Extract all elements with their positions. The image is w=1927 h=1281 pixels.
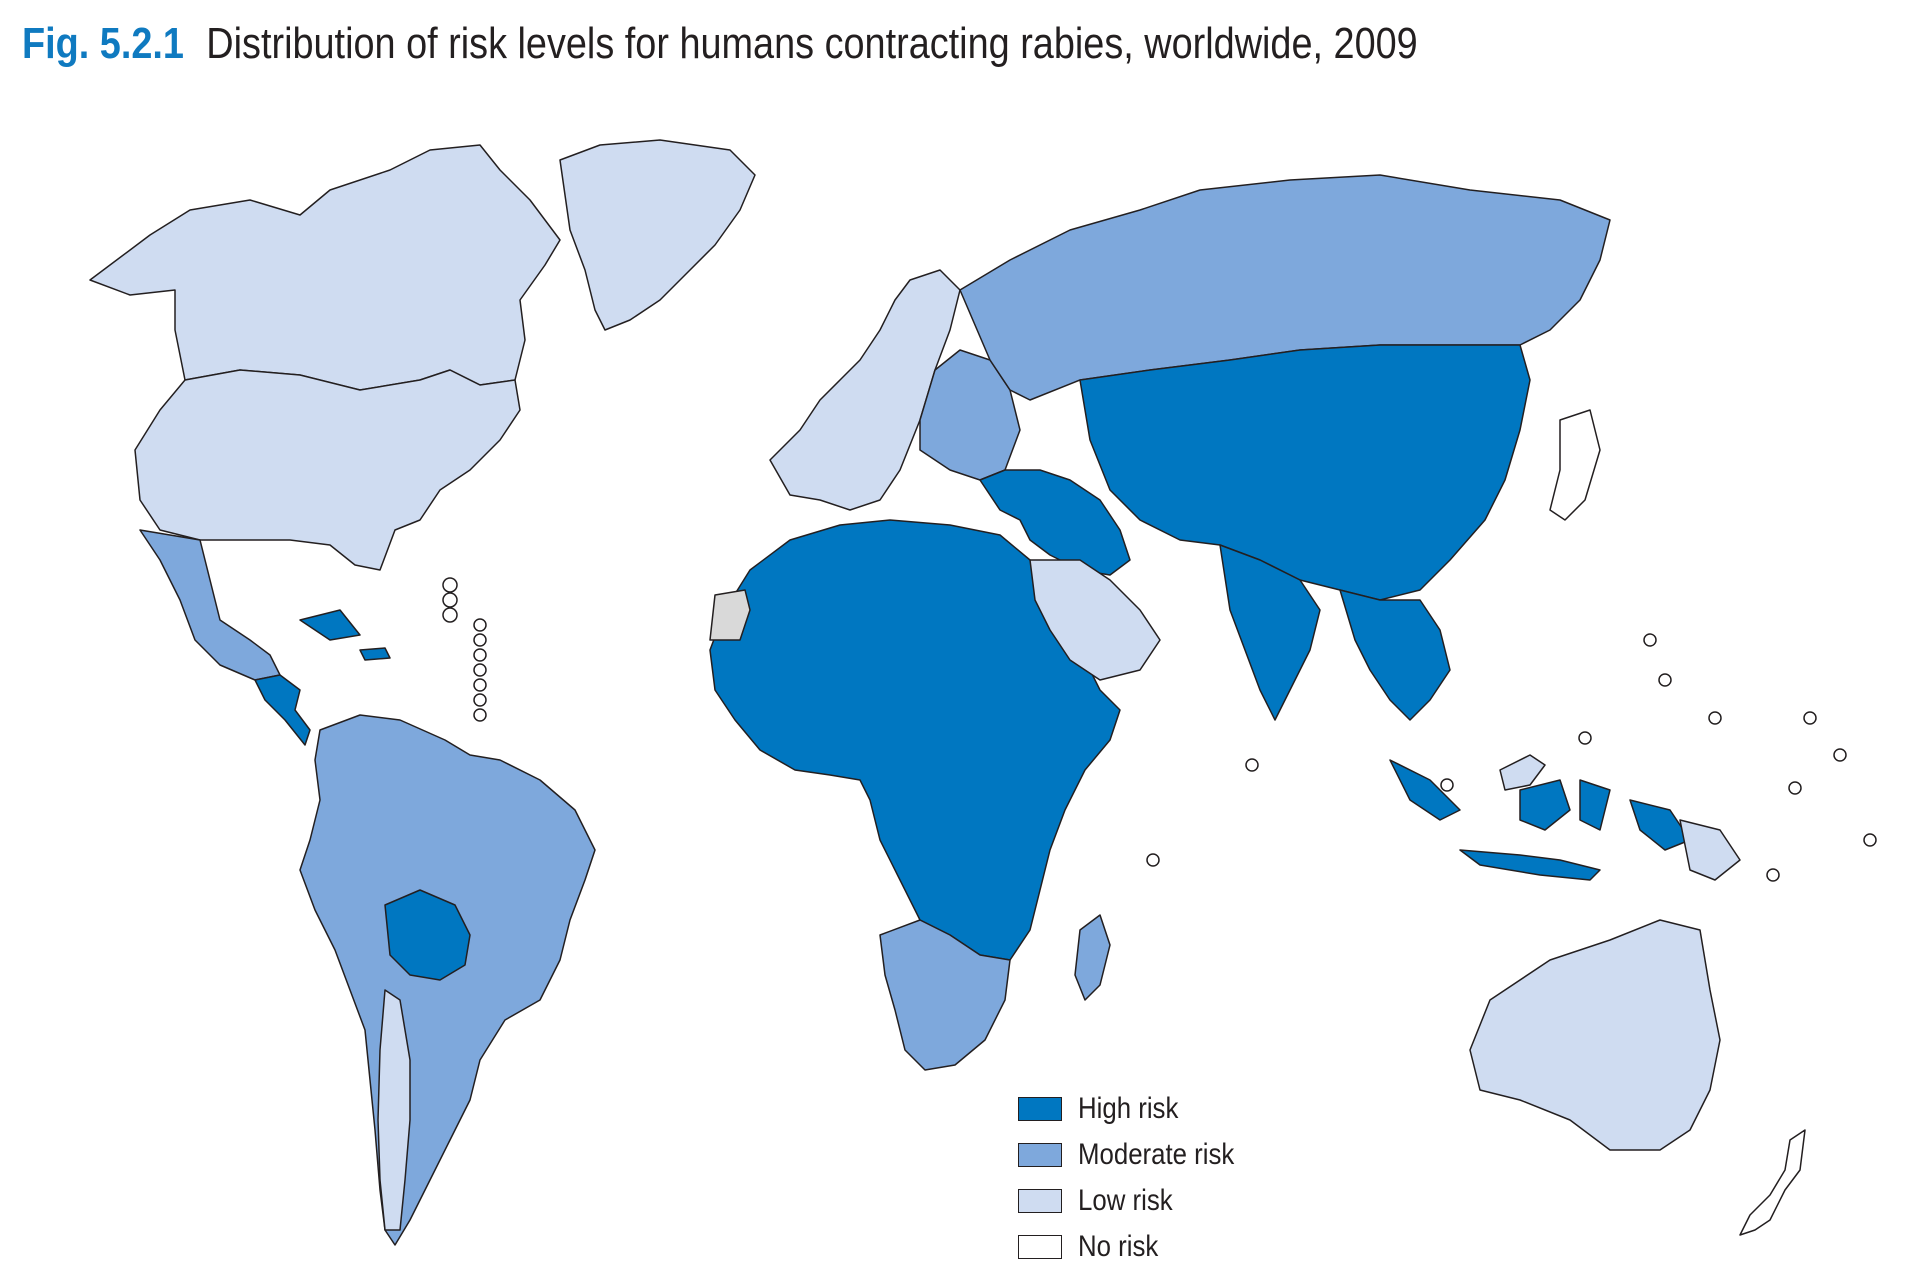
island-marker (1803, 711, 1817, 725)
island-marker (473, 678, 487, 692)
island-marker (1788, 781, 1802, 795)
region-chile-argentina-south (377, 989, 411, 1231)
region-middle-east (979, 469, 1131, 576)
figure-title-text: Distribution of risk levels for humans c… (206, 19, 1418, 68)
legend-swatch-high (1018, 1097, 1062, 1121)
region-central-america (254, 674, 311, 746)
region-western-sahara (709, 589, 751, 641)
island-marker (473, 663, 487, 677)
region-mexico (139, 529, 281, 681)
island-marker (1245, 758, 1259, 772)
region-arabian-peninsula (1029, 559, 1161, 681)
region-russia (959, 174, 1611, 401)
legend-item-none: No risk (1018, 1224, 1260, 1270)
legend-item-moderate: Moderate risk (1018, 1132, 1260, 1178)
region-borneo-north (1499, 754, 1546, 791)
island-marker (473, 693, 487, 707)
small-island-markers (442, 577, 1877, 882)
legend-label-low: Low risk (1078, 1184, 1173, 1217)
island-marker (1863, 833, 1877, 847)
island-marker (473, 618, 487, 632)
island-marker (1578, 731, 1592, 745)
region-bolivia (384, 889, 471, 981)
figure-title: Fig. 5.2.1 Distribution of risk levels fo… (22, 14, 1418, 74)
island-marker (1766, 868, 1780, 882)
island-marker (1658, 673, 1672, 687)
island-marker (473, 633, 487, 647)
region-indonesia (1389, 759, 1691, 881)
island-marker (442, 607, 458, 623)
legend-label-moderate: Moderate risk (1078, 1138, 1235, 1171)
legend-item-high: High risk (1018, 1086, 1260, 1132)
island-marker (442, 592, 458, 608)
legend-label-high: High risk (1078, 1092, 1179, 1125)
map-legend: High risk Moderate risk Low risk No risk (1018, 1086, 1260, 1270)
legend-swatch-moderate (1018, 1143, 1062, 1167)
island-marker (1643, 633, 1657, 647)
region-caribbean (299, 609, 391, 661)
region-south-america (299, 714, 596, 1246)
island-marker (1146, 853, 1160, 867)
region-australia (1469, 919, 1721, 1151)
region-canada-alaska-greenland (89, 139, 756, 391)
legend-label-none: No risk (1078, 1230, 1159, 1263)
region-southern-africa (879, 919, 1011, 1071)
legend-swatch-none (1018, 1235, 1062, 1259)
region-central-asia-china (1079, 344, 1531, 601)
island-marker (1440, 778, 1454, 792)
region-papua-new-guinea (1679, 819, 1741, 881)
region-africa (709, 519, 1121, 961)
island-marker (473, 648, 487, 662)
island-marker (1708, 711, 1722, 725)
region-southeast-asia (1339, 589, 1451, 721)
region-japan (1549, 409, 1601, 521)
figure-number: Fig. 5.2.1 (22, 19, 184, 68)
legend-swatch-low (1018, 1189, 1062, 1213)
region-madagascar (1074, 914, 1111, 1001)
island-marker (1833, 748, 1847, 762)
island-marker (473, 708, 487, 722)
legend-item-low: Low risk (1018, 1178, 1260, 1224)
region-new-zealand (1739, 1129, 1806, 1236)
island-marker (442, 577, 458, 593)
region-united-states (134, 369, 521, 571)
region-india (1219, 544, 1321, 721)
